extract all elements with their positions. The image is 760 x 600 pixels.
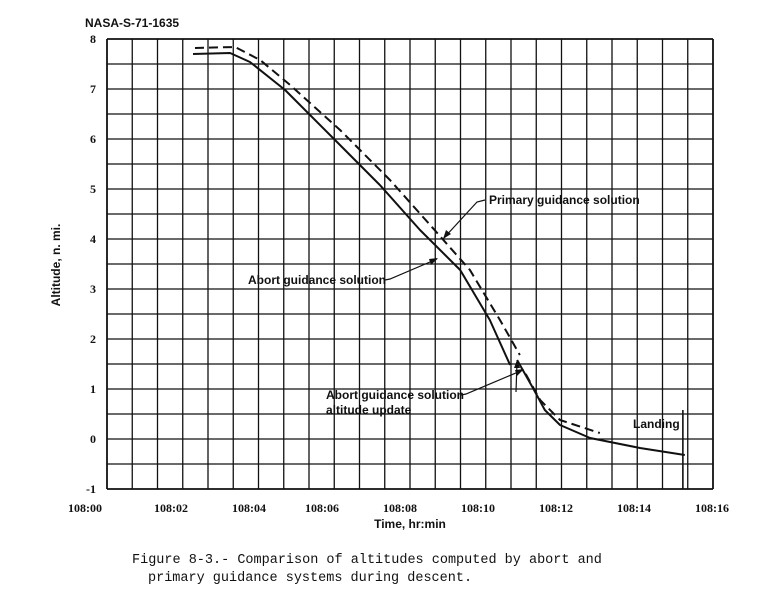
- landing-label: Landing: [633, 417, 680, 431]
- grid: [106, 38, 714, 490]
- update-leader: [460, 369, 524, 396]
- x-axis-label: Time, hr:min: [374, 517, 446, 531]
- primary-arrowhead-icon: [443, 230, 451, 239]
- y-tick-label: 6: [90, 132, 96, 146]
- x-tick-label: 108:14: [617, 501, 651, 515]
- y-tick-label: 1: [90, 382, 96, 396]
- update-annotation-line1: Abort guidance solution: [326, 388, 464, 402]
- x-tick-label: 108:12: [539, 501, 573, 515]
- primary-leader: [442, 199, 486, 240]
- y-tick-label: 7: [90, 82, 96, 96]
- y-axis-label: Altitude, n. mi.: [49, 224, 63, 307]
- y-ticks: -1 0 1 2 3 4 5 6 7 8: [86, 32, 96, 496]
- x-tick-label: 108:00: [68, 501, 102, 515]
- caption-line1: Figure 8-3.- Comparison of altitudes com…: [132, 553, 602, 568]
- series-line-primary-guidance-solution: [194, 46, 521, 356]
- x-ticks: 108:00 108:02 108:04 108:06 108:08 108:10 108:…: [68, 501, 729, 515]
- y-tick-label: 0: [90, 432, 96, 446]
- doc-id: NASA-S-71-1635: [85, 16, 179, 30]
- series-line-abort-guidance-solution: [193, 52, 512, 366]
- update-annotation-line2: altitude update: [326, 403, 412, 417]
- x-tick-label: 108:16: [695, 501, 729, 515]
- abort-arrowhead-icon: [429, 258, 438, 265]
- update-jump-arrowhead-icon: [514, 360, 520, 368]
- y-tick-label: 3: [90, 282, 96, 296]
- x-tick-label: 108:08: [383, 501, 417, 515]
- x-tick-label: 108:04: [232, 501, 266, 515]
- abort-annotation: Abort guidance solution: [248, 273, 386, 287]
- y-tick-label: 8: [90, 32, 96, 46]
- y-tick-label: 4: [90, 232, 96, 246]
- x-tick-label: 108:10: [461, 501, 495, 515]
- series: [193, 46, 685, 456]
- y-tick-label: 5: [90, 182, 96, 196]
- series-line-abort-guidance-solution-altitude-update: [516, 359, 685, 456]
- y-tick-label: -1: [86, 482, 96, 496]
- y-tick-label: 2: [90, 332, 96, 346]
- x-tick-label: 108:06: [305, 501, 339, 515]
- abort-leader: [384, 258, 438, 281]
- primary-annotation: Primary guidance solution: [489, 193, 640, 207]
- series-line-primary-guidance-solution-after-update: [524, 373, 601, 434]
- x-tick-label: 108:02: [154, 501, 188, 515]
- caption-line2: primary guidance systems during descent.: [148, 571, 472, 586]
